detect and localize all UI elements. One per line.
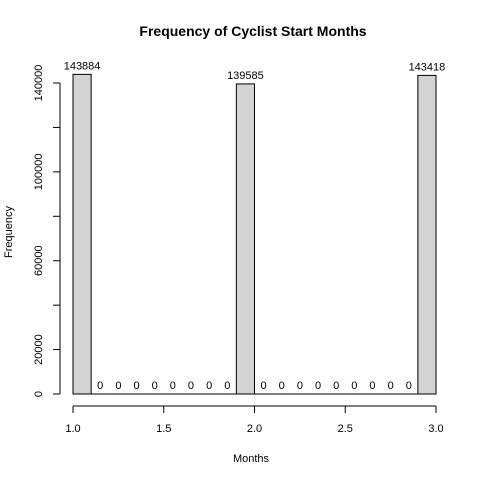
bar-value-label: 139585 — [227, 70, 264, 82]
bar-value-label: 0 — [333, 380, 339, 392]
bar-value-label: 0 — [297, 380, 303, 392]
y-tick-label: 100000 — [33, 153, 45, 190]
bar-value-label: 143418 — [409, 61, 446, 73]
bar-value-label: 0 — [315, 380, 321, 392]
y-axis-title: Frequency — [3, 206, 15, 258]
y-tick-label: 0 — [33, 391, 45, 397]
chart-title: Frequency of Cyclist Start Months — [139, 23, 366, 39]
bar-value-label: 0 — [388, 380, 394, 392]
bar-value-label: 143884 — [64, 60, 101, 72]
y-axis: 0 20000 60000 100000 140000 — [33, 65, 61, 397]
bar-value-label: 0 — [115, 380, 121, 392]
x-tick-label: 3.0 — [428, 423, 443, 435]
bar-value-label: 0 — [279, 380, 285, 392]
bar-value-label: 0 — [188, 380, 194, 392]
bar-value-label: 0 — [133, 380, 139, 392]
x-tick-label: 2.5 — [338, 423, 353, 435]
bar-value-label: 0 — [152, 380, 158, 392]
bar-value-label: 0 — [170, 380, 176, 392]
x-axis: 1.0 1.5 2.0 2.5 3.0 — [65, 405, 444, 435]
histogram-bar — [72, 73, 92, 395]
histogram-bar — [235, 83, 256, 395]
bar-value-label: 0 — [351, 380, 357, 392]
x-tick-label: 1.5 — [156, 423, 171, 435]
x-tick-label: 2.0 — [247, 423, 262, 435]
histogram-bar — [417, 74, 437, 395]
bar-value-label: 0 — [224, 380, 230, 392]
bar-value-label: 0 — [261, 380, 267, 392]
bar-value-label: 0 — [369, 380, 375, 392]
y-tick-label: 60000 — [33, 245, 45, 276]
x-axis-title: Months — [233, 453, 270, 465]
y-tick-label: 140000 — [33, 65, 45, 102]
bar-value-label: 0 — [206, 380, 212, 392]
x-tick-label: 1.0 — [65, 423, 80, 435]
y-tick-label: 20000 — [33, 334, 45, 365]
bar-value-label: 0 — [406, 380, 412, 392]
bar-value-label: 0 — [97, 380, 103, 392]
